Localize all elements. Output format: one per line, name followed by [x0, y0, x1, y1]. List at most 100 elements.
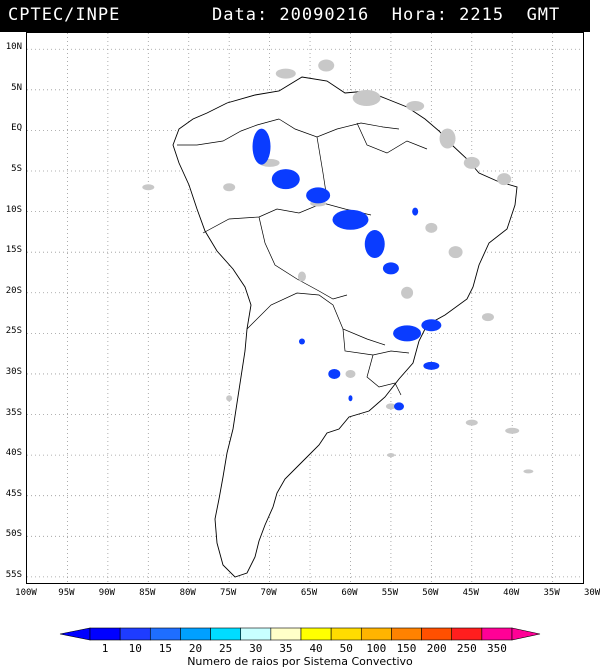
- lightning-map[interactable]: [26, 32, 584, 584]
- longitude-tick-label: 40W: [503, 588, 520, 598]
- cloud-patch: [406, 101, 425, 112]
- latitude-tick-label: 35S: [5, 407, 22, 418]
- lightning-cluster: [364, 230, 385, 259]
- longitude-tick-label: 65W: [300, 588, 318, 598]
- colorbar-cell: [180, 627, 211, 641]
- colorbar-cell: [89, 627, 121, 641]
- colorbar-tick-label: 200: [426, 642, 447, 655]
- cloud-patch: [463, 156, 480, 169]
- latitude-tick-label: 10N: [5, 42, 22, 53]
- lightning-cluster: [412, 207, 419, 216]
- latitude-tick-label: 30S: [5, 366, 22, 377]
- cloud-patch: [386, 453, 395, 458]
- colorbar-max-arrow: [511, 627, 541, 641]
- lightning-cluster: [328, 368, 341, 379]
- cloud-patch: [275, 68, 296, 79]
- longitude-tick-label: 35W: [543, 588, 560, 598]
- longitude-tick-label: 55W: [381, 588, 399, 598]
- colorbar-tick-label: 10: [128, 642, 142, 655]
- cloud-patch: [448, 246, 463, 259]
- cloud-patch: [481, 313, 494, 322]
- colorbar-cell: [421, 627, 453, 641]
- lightning-cluster: [423, 361, 440, 370]
- latitude-tick-label: 55S: [5, 569, 22, 580]
- cloud-patch: [425, 222, 438, 233]
- colorbar-cell: [481, 627, 513, 641]
- longitude-tick-label: 75W: [220, 588, 237, 598]
- lightning-clusters: [252, 128, 442, 411]
- longitude-tick-label: 85W: [139, 588, 156, 598]
- longitude-tick-label: 60W: [341, 588, 358, 598]
- latitude-tick-label: 15S: [5, 245, 22, 256]
- latitude-tick-label: 50S: [5, 529, 22, 540]
- latitude-tick-label: EQ: [11, 123, 22, 134]
- colorbar-tick-label: 100: [366, 642, 387, 655]
- longitude-tick-label: 50W: [422, 588, 439, 598]
- colorbar-tick-label: 35: [279, 642, 293, 655]
- latitude-tick-label: 25S: [5, 326, 22, 337]
- lightning-cluster: [298, 338, 305, 345]
- latitude-tick-label: 45S: [5, 488, 22, 499]
- colorbar-tick-label: 1: [101, 642, 109, 655]
- colorbar-cell: [149, 627, 181, 641]
- lightning-cluster: [332, 209, 369, 230]
- colorbar-cell: [210, 627, 242, 641]
- cloud-patch: [226, 395, 233, 402]
- cloud-patch: [505, 427, 520, 434]
- colorbar-tick-label: 250: [456, 642, 477, 655]
- colorbar-cell: [300, 627, 332, 641]
- south-america-outline: [172, 76, 518, 578]
- longitude-tick-label: 45W: [462, 588, 479, 598]
- cloud-patch: [385, 403, 396, 410]
- map-canvas: [27, 33, 583, 583]
- colorbar-tick-label: 150: [396, 642, 417, 655]
- colorbar-cell: [391, 627, 422, 641]
- longitude-tick-label: 70W: [260, 588, 277, 598]
- cloud-patch: [142, 184, 155, 191]
- latitude-tick-label: 20S: [5, 285, 22, 296]
- colorbar-tick-label: 20: [188, 642, 203, 655]
- longitude-tick-label: 90W: [98, 588, 115, 598]
- longitude-tick-label: 95W: [58, 588, 75, 598]
- lightning-cluster: [393, 325, 422, 342]
- cloud-patch: [297, 271, 306, 282]
- header-datetime: Data: 20090216 Hora: 2215 GMT: [212, 5, 561, 25]
- latitude-tick-label: 5N: [11, 82, 22, 93]
- map-header: CPTEC/INPE Data: 20090216 Hora: 2215 GMT: [0, 0, 590, 32]
- lightning-cluster: [348, 395, 353, 402]
- cloud-patch: [523, 469, 534, 474]
- lightning-cluster: [382, 262, 399, 275]
- cloud-patch: [318, 59, 335, 72]
- longitude-tick-label: 100W: [15, 588, 37, 598]
- cloud-patch: [345, 369, 356, 378]
- cloud-patch: [497, 173, 512, 186]
- country-borders: [177, 118, 428, 396]
- lightning-cluster: [271, 169, 300, 190]
- cloud-patch: [439, 128, 456, 149]
- cloud-patch: [352, 89, 381, 106]
- colorbar-cell: [451, 627, 483, 641]
- colorbar-tick-label: 30: [249, 642, 263, 655]
- header-agency: CPTEC/INPE: [8, 5, 121, 25]
- lightning-cluster: [421, 319, 442, 332]
- colorbar-cell: [119, 627, 151, 641]
- colorbar-title: Numero de raios por Sistema Convectivo: [187, 655, 413, 668]
- colorbar-tick-label: 15: [158, 642, 172, 655]
- cloud-patch: [465, 419, 478, 426]
- latitude-tick-label: 10S: [5, 204, 22, 215]
- latitude-tick-label: 40S: [5, 448, 22, 459]
- latitude-tick-label: 5S: [11, 164, 22, 174]
- longitude-tick-label: 80W: [179, 588, 196, 598]
- colorbar-tick-label: 350: [486, 642, 507, 655]
- colorbar-cell: [270, 627, 302, 641]
- colorbar-cell: [330, 627, 362, 641]
- colorbar-tick-label: 25: [219, 642, 233, 655]
- lightning-cluster: [306, 187, 331, 204]
- cloud-patch: [223, 183, 236, 192]
- lightning-cluster: [394, 402, 404, 411]
- colorbar-min-arrow: [59, 627, 91, 641]
- longitude-tick-label: 30W: [583, 588, 600, 598]
- colorbar-tick-label: 40: [309, 642, 323, 655]
- colorbar-cell: [240, 627, 272, 641]
- lightning-cluster: [252, 128, 271, 165]
